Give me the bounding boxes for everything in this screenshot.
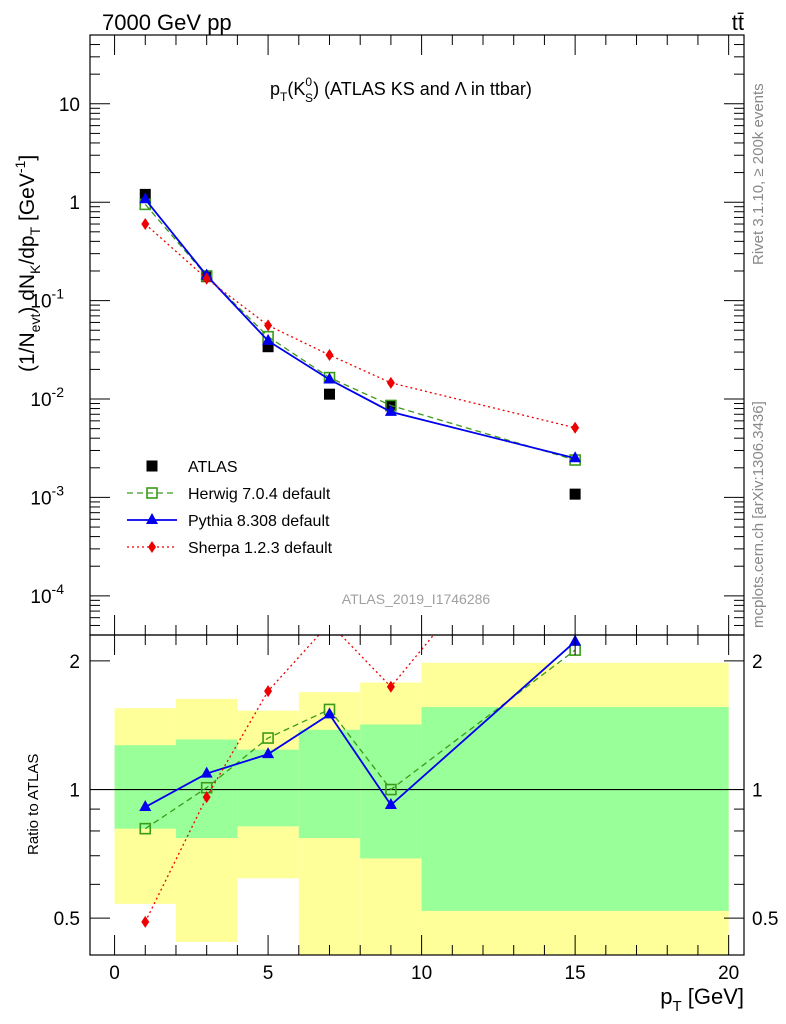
main-point-atlas [323, 388, 335, 400]
main-point-sherpa [141, 218, 150, 231]
legend-label-pythia: Pythia 8.308 default [188, 513, 330, 530]
ratio-point-sherpa [386, 680, 395, 693]
ratio-panel: 0 5 10 15 20 0.5 0.5 1 1 2 2 [54, 634, 778, 984]
ratio-point-pythia [384, 798, 397, 810]
ratio-line-pythia [144, 640, 576, 808]
main-line-sherpa [144, 223, 576, 429]
main-point-pythia [139, 192, 152, 204]
ratio-point-herwig [385, 783, 397, 796]
ratio-y-tick-label-right: 1 [752, 781, 763, 802]
legend-label-herwig: Herwig 7.0.4 default [188, 486, 331, 503]
ratio-band-inner [298, 729, 361, 839]
main-point-pythia [384, 404, 397, 416]
header-process-label: tt̄ [732, 10, 744, 35]
legend-label-sherpa: Sherpa 1.2.3 default [188, 540, 333, 557]
main-point-atlas [569, 488, 581, 500]
main-point-pythia [323, 372, 336, 384]
ratio-point-pythia [323, 707, 336, 719]
ratio-y-tick-label: 1 [69, 781, 80, 802]
ratio-band-inner [114, 745, 176, 829]
ratio-x-tick-label: 20 [718, 963, 739, 984]
main-point-atlas [262, 341, 274, 353]
mcplots-reference-label: mcplots.cern.ch [arXiv:1306.3436] [750, 401, 767, 628]
main-point-sherpa [571, 421, 580, 434]
main-y-tick-label: 10-4 [30, 581, 64, 608]
ratio-point-pythia [139, 800, 152, 812]
ratio-point-sherpa [202, 791, 211, 804]
legend-marker-atlas [146, 460, 158, 472]
ratio-point-herwig [262, 732, 274, 744]
main-point-sherpa [202, 272, 211, 285]
ratio-x-tick-label: 5 [263, 963, 274, 984]
main-y-tick-label: 10-1 [30, 286, 64, 313]
ratio-band-inner [175, 739, 238, 839]
main-panel: ATLAS_2019_I1746286 ATLAS Herwig 7.0.4 de… [30, 34, 745, 636]
ratio-y-axis-label: Ratio to ATLAS [25, 754, 42, 855]
ratio-band-inner [421, 707, 729, 911]
ratio-y-tick-label-right: 2 [752, 652, 763, 673]
ratio-plot-frame [89, 634, 745, 956]
ratio-y-tick-label-right: 0.5 [752, 909, 778, 930]
ratio-point-pythia [200, 766, 213, 778]
main-y-tick-label: 10-2 [30, 384, 64, 411]
main-y-tick-label: 1 [69, 193, 80, 214]
main-point-sherpa [386, 376, 395, 389]
main-y-axis-label: (1/Nevt) dNK/dpT [GeV-1] [12, 155, 43, 372]
main-line-pythia [144, 198, 576, 460]
legend-label-atlas: ATLAS [188, 459, 238, 476]
ratio-x-tick-label: 0 [109, 963, 120, 984]
header-energy-label: 7000 GeV pp [102, 10, 232, 35]
rivet-version-label: Rivet 3.1.10, ≥ 200k events [750, 83, 767, 265]
main-point-sherpa [264, 319, 273, 332]
main-point-sherpa [325, 349, 334, 362]
main-line-herwig [144, 203, 576, 461]
ratio-point-sherpa [141, 915, 150, 928]
ratio-line-herwig [144, 649, 576, 830]
main-y-tick-label: 10-3 [30, 482, 64, 509]
ratio-x-tick-label: 10 [411, 963, 432, 984]
ratio-point-pythia [262, 747, 275, 759]
main-point-pythia [569, 451, 582, 463]
ratio-point-sherpa [264, 685, 273, 698]
main-point-pythia [262, 333, 275, 345]
watermark-label: ATLAS_2019_I1746286 [342, 591, 491, 607]
ratio-y-tick-label: 2 [69, 652, 80, 673]
ratio-point-herwig [139, 822, 152, 835]
legend-marker-pythia [146, 513, 158, 524]
main-y-tick-label: 10 [59, 95, 80, 116]
x-axis-label: pT [GeV] [660, 984, 744, 1015]
ratio-band-inner [360, 724, 422, 859]
legend-marker-sherpa [148, 541, 156, 553]
ratio-x-tick-label: 15 [565, 963, 586, 984]
ratio-band-inner [237, 749, 299, 827]
main-plot-title: pT(K0 S) (ATLAS KS and Λ in ttbar) [270, 75, 532, 105]
legend-marker-herwig [146, 487, 158, 499]
ratio-y-tick-label: 0.5 [54, 909, 80, 930]
